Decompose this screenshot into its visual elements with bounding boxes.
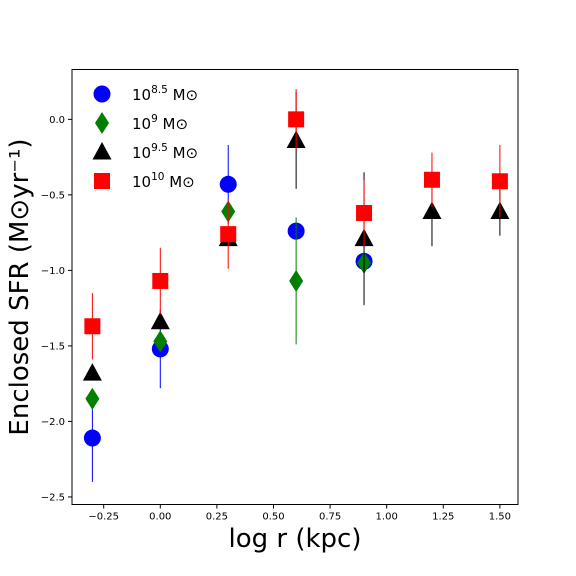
y-tick-label: −0.5 <box>41 190 65 201</box>
data-point-triangle <box>150 311 170 330</box>
x-tick-label: 0.50 <box>262 512 284 523</box>
y-tick-label: −2.0 <box>41 417 65 428</box>
data-point-square <box>152 272 169 289</box>
legend: 108.5 M⊙ 109 M⊙ 109.5 M⊙ 1010 M⊙ <box>92 84 198 191</box>
y-axis-label: Enclosed SFR (M⊙yr⁻¹) <box>5 138 35 435</box>
legend-label: 109 M⊙ <box>132 113 188 133</box>
y-tick-label: 0.0 <box>49 115 65 126</box>
x-tick-label: 1.00 <box>376 512 398 523</box>
x-tick-label: 0.25 <box>206 512 228 523</box>
data-point-circle <box>219 175 237 193</box>
data-point-diamond <box>289 269 304 292</box>
data-point-triangle <box>82 363 102 381</box>
data-point-triangle <box>422 201 442 219</box>
x-tick-label: −0.25 <box>88 512 119 523</box>
legend-marker-diamond <box>95 112 109 134</box>
data-point-circle <box>83 429 101 447</box>
x-tick-label: 0.00 <box>149 512 171 523</box>
data-point-square <box>423 171 440 188</box>
legend-marker-circle <box>93 85 111 103</box>
data-point-square <box>356 204 373 221</box>
y-tick-label: −1.5 <box>41 341 65 352</box>
axes-frame <box>71 69 519 505</box>
x-tick-label: 1.25 <box>432 512 454 523</box>
y-tick-label: −2.5 <box>41 492 65 503</box>
x-tick-label: 0.75 <box>319 512 341 523</box>
legend-marker-triangle <box>92 142 112 160</box>
legend-label: 108.5 M⊙ <box>132 84 198 104</box>
legend-label: 109.5 M⊙ <box>132 142 198 162</box>
legend-marker-square <box>94 173 110 189</box>
x-tick-label: 1.50 <box>489 512 511 523</box>
legend-label: 1010 M⊙ <box>132 171 195 191</box>
data-point-square <box>288 111 305 128</box>
x-axis-label: log r (kpc) <box>229 524 362 554</box>
plot-area <box>82 89 510 482</box>
data-point-square <box>220 226 237 243</box>
data-point-diamond <box>153 330 168 353</box>
data-point-square <box>84 318 101 335</box>
axis-ticks: −0.25 0.00 0.25 0.50 0.75 1.00 1.25 1.50 −2.5 −2.… <box>41 115 511 523</box>
data-point-square <box>491 173 508 190</box>
data-point-diamond <box>85 387 100 410</box>
y-tick-label: −1.0 <box>41 266 65 277</box>
